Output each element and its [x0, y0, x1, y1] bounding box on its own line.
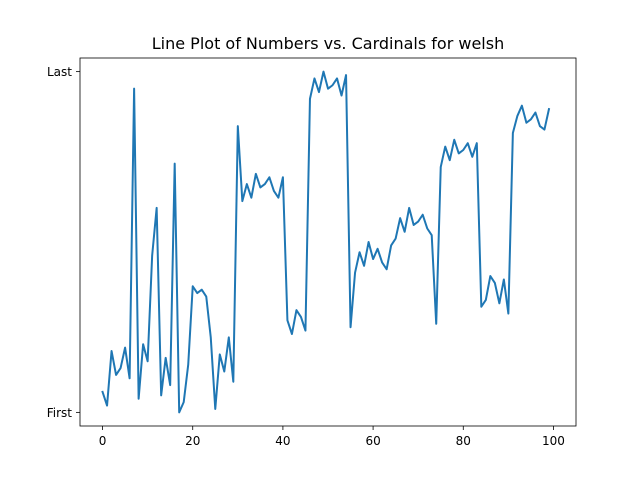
- y-axis: First Last: [47, 65, 80, 420]
- series-line: [101, 70, 551, 414]
- series-group: [101, 70, 551, 414]
- x-tick-label: 60: [365, 434, 380, 448]
- x-axis: 0 20 40 60 80 100: [99, 426, 565, 448]
- x-tick-label: 100: [542, 434, 565, 448]
- x-tick-label: 20: [185, 434, 200, 448]
- x-tick-label: 40: [275, 434, 290, 448]
- plot-area: [79, 57, 577, 427]
- chart-title: Line Plot of Numbers vs. Cardinals for w…: [152, 34, 504, 53]
- y-tick-label: Last: [47, 65, 72, 79]
- axes-frame: [79, 57, 577, 427]
- x-tick-label: 0: [99, 434, 107, 448]
- y-tick-label: First: [47, 406, 73, 420]
- x-tick-label: 80: [456, 434, 471, 448]
